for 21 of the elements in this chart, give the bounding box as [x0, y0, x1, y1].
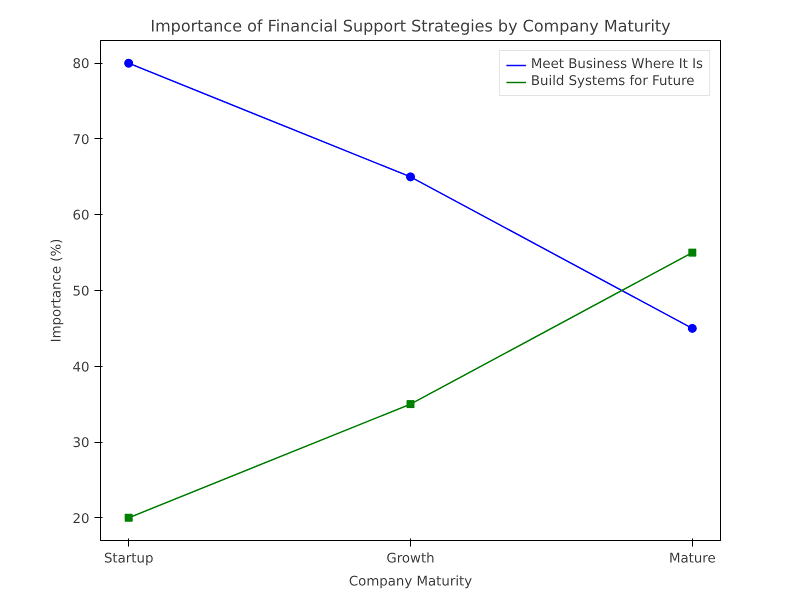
- point: [124, 514, 133, 522]
- x-axis-title: Company Maturity: [348, 574, 472, 590]
- y-tick-label: 50: [72, 284, 90, 300]
- y-tick-label: 60: [72, 208, 90, 224]
- point: [406, 400, 414, 408]
- point: [406, 172, 415, 182]
- y-axis-title: Importance (%): [50, 238, 65, 342]
- point: [688, 324, 697, 333]
- chart-title: Importance of Financial Support Strategies by Company Maturity: [150, 16, 671, 36]
- point: [688, 248, 696, 257]
- y-tick-label: 80: [72, 57, 90, 72]
- y-tick-label: 30: [72, 436, 90, 452]
- x-tick-label: Growth: [386, 552, 435, 566]
- y-tick-label: 20: [72, 512, 90, 527]
- y-tick-label: 40: [72, 360, 90, 376]
- point: [124, 58, 134, 68]
- legend-label: Meet Business Where It Is: [530, 57, 703, 72]
- x-tick-label: Mature: [668, 552, 716, 566]
- y-tick-label: 70: [72, 132, 90, 148]
- x-tick-label: Startup: [104, 552, 154, 566]
- legend-label: Build Systems for Future: [530, 74, 694, 89]
